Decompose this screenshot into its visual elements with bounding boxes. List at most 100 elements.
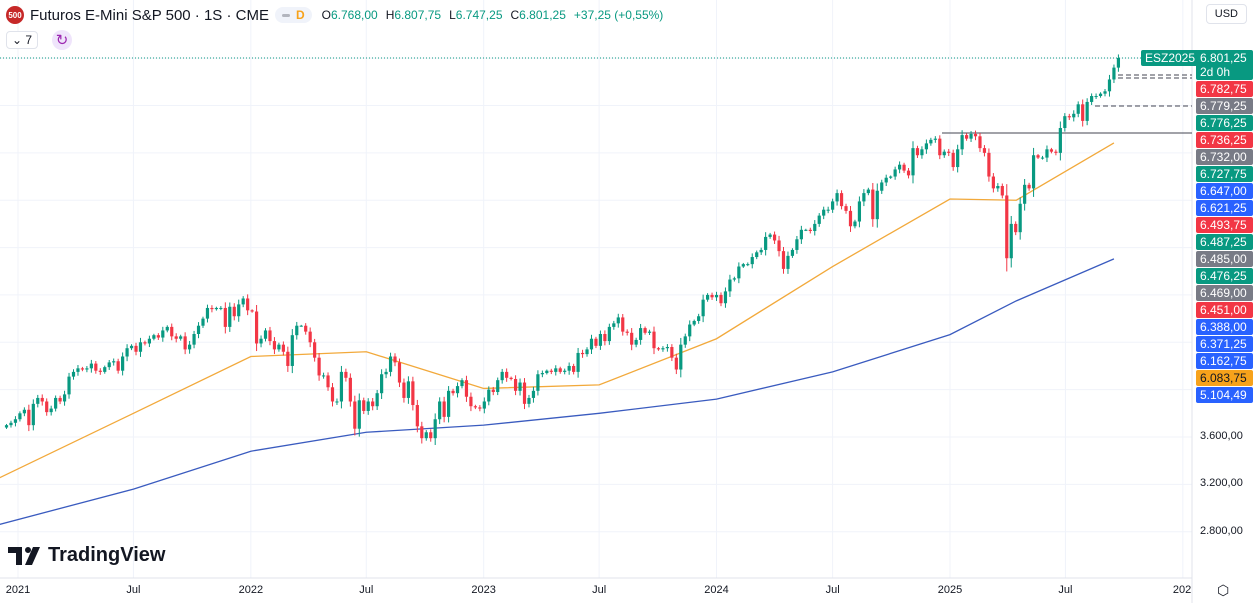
- candle-body: [406, 381, 411, 398]
- candle-body: [433, 419, 437, 439]
- candle-body: [455, 386, 460, 394]
- candle-body: [509, 377, 513, 379]
- candle-body: [1005, 195, 1009, 259]
- candle-body: [589, 338, 594, 350]
- candle-body: [259, 338, 263, 344]
- currency-button[interactable]: USD: [1205, 4, 1247, 24]
- ohlc-values: O6.768,00 H6.807,75 L6.747,25 C6.801,25 …: [322, 8, 664, 22]
- candle-body: [898, 164, 902, 170]
- candle-body: [174, 336, 178, 339]
- candle-body: [228, 306, 232, 327]
- candle-body: [384, 371, 388, 375]
- candle-body: [125, 348, 129, 357]
- candle-body: [848, 210, 853, 227]
- candle-body: [1063, 116, 1067, 128]
- candle-body: [129, 345, 134, 349]
- candle-body: [1049, 149, 1054, 152]
- candle-body: [612, 323, 616, 327]
- price-axis-label: 6.388,00: [1196, 319, 1253, 335]
- candle-body: [598, 333, 603, 346]
- candle-body: [223, 307, 227, 327]
- moving-average-slow: [0, 258, 1115, 525]
- candle-body: [831, 201, 835, 210]
- candle-body: [335, 401, 339, 403]
- candle-body: [540, 373, 544, 375]
- price-axis-label: 5.104,49: [1196, 387, 1253, 403]
- candle-body: [616, 317, 620, 324]
- candle-body: [656, 348, 661, 350]
- time-axis-label: Jul: [1058, 584, 1073, 596]
- candle-body: [348, 377, 352, 402]
- settings-icon[interactable]: ⬡: [1217, 582, 1230, 598]
- delayed-badge: D: [295, 8, 305, 22]
- candle-body: [500, 371, 504, 381]
- candle-body: [942, 151, 946, 156]
- candle-body: [621, 317, 625, 332]
- candle-body: [804, 229, 808, 231]
- candle-body: [991, 176, 995, 189]
- candle-body: [817, 215, 821, 224]
- candle-body: [1072, 113, 1076, 118]
- indicators-toggle[interactable]: ⌄ 7: [6, 31, 39, 49]
- candle-body: [853, 221, 857, 227]
- candle-body: [442, 401, 446, 417]
- candle-body: [639, 328, 643, 340]
- candle-body: [580, 352, 585, 355]
- tradingview-logo[interactable]: TradingView: [8, 544, 165, 567]
- candle-body: [299, 325, 303, 327]
- candle-body: [36, 397, 40, 404]
- high-label: H: [385, 8, 395, 22]
- candle-body: [737, 266, 741, 279]
- time-axis-label: Jul: [359, 584, 374, 596]
- candle-body: [321, 375, 326, 377]
- candle-body: [1054, 151, 1058, 153]
- time-axis-label: 2025: [937, 584, 963, 596]
- refresh-icon[interactable]: ↻: [52, 30, 73, 50]
- candle-body: [795, 239, 799, 250]
- candle-body: [281, 344, 285, 352]
- minus-icon: [281, 13, 290, 17]
- candle-body: [1014, 223, 1018, 233]
- candle-body: [871, 189, 875, 220]
- symbol-title[interactable]: Futuros E-Mini S&P 500 · 1S · CME: [30, 6, 269, 24]
- candle-body: [45, 401, 49, 413]
- ticker-label: ESZ2025: [1141, 50, 1200, 66]
- candle-body: [670, 347, 674, 358]
- market-status[interactable]: D: [274, 7, 312, 23]
- candle-body: [380, 374, 384, 394]
- candle-body: [786, 255, 790, 269]
- candle-body: [375, 393, 379, 407]
- candle-body: [1036, 155, 1040, 158]
- candle-body: [772, 234, 777, 241]
- candle-body: [1076, 104, 1080, 114]
- candle-body: [317, 357, 321, 376]
- candle-body: [688, 324, 692, 337]
- candle-body: [987, 152, 991, 177]
- price-axis-label: 6.732,00: [1196, 149, 1253, 165]
- candle-body: [844, 206, 848, 211]
- candle-body: [1031, 155, 1036, 189]
- candle-body: [594, 338, 598, 346]
- candle-body: [362, 400, 366, 411]
- candle-body: [330, 387, 335, 402]
- candle-body: [13, 419, 18, 423]
- candle-body: [781, 251, 786, 269]
- candle-body: [1094, 96, 1098, 98]
- close-value: 6.801,25: [519, 8, 566, 22]
- tradingview-logo-icon: [8, 546, 40, 565]
- candle-body: [357, 400, 361, 429]
- candle-body: [161, 330, 165, 338]
- candle-body: [304, 325, 308, 332]
- candle-body: [915, 148, 920, 156]
- candle-body: [121, 356, 125, 371]
- candle-body: [147, 338, 152, 344]
- candle-body: [911, 148, 915, 176]
- candle-body: [889, 176, 893, 178]
- candle-body: [719, 294, 723, 304]
- candle-body: [290, 335, 294, 366]
- candle-body: [1018, 203, 1022, 233]
- candle-body: [920, 149, 924, 156]
- candle-body: [491, 389, 495, 393]
- candle-body: [98, 370, 102, 372]
